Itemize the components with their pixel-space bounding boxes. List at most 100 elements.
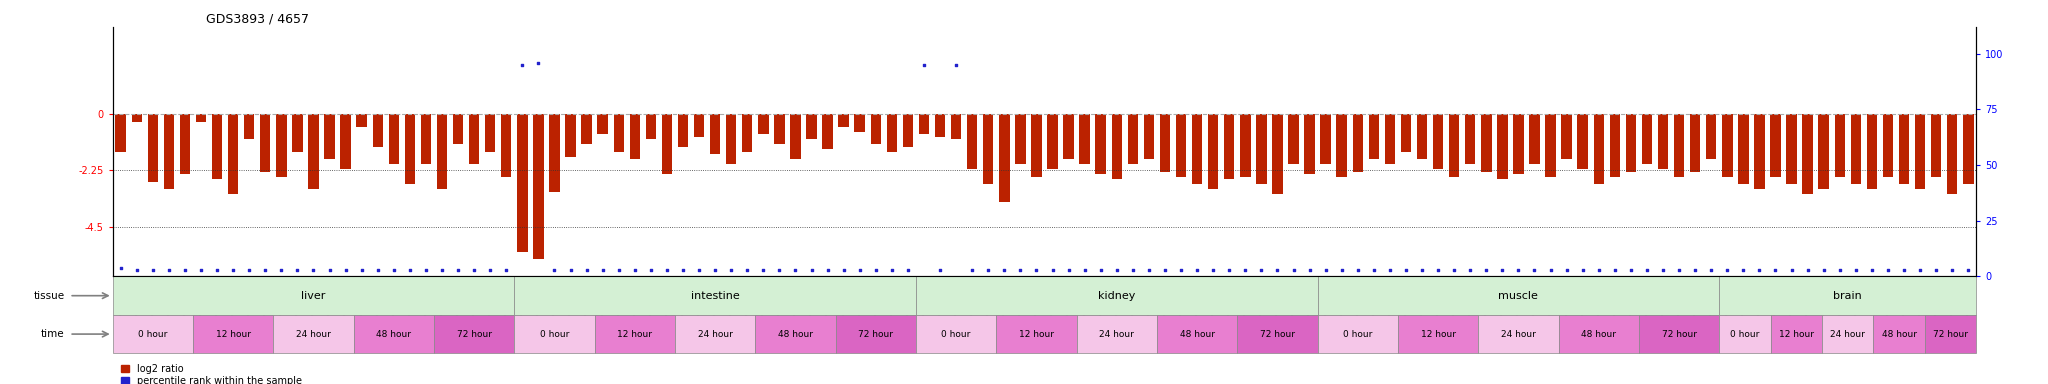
Bar bbox=[823, 114, 834, 149]
Bar bbox=[1288, 114, 1298, 164]
Bar bbox=[594, 315, 676, 353]
Bar bbox=[1802, 114, 1812, 194]
Bar bbox=[1874, 315, 1925, 353]
Point bbox=[410, 267, 442, 273]
Bar bbox=[1079, 114, 1090, 164]
Bar bbox=[774, 114, 784, 144]
Point bbox=[940, 62, 973, 68]
Point bbox=[1196, 267, 1229, 273]
Bar bbox=[678, 114, 688, 147]
Text: 0 hour: 0 hour bbox=[942, 329, 971, 339]
Bar bbox=[1128, 114, 1139, 164]
Bar bbox=[1690, 114, 1700, 172]
Bar bbox=[147, 114, 158, 182]
Point bbox=[1405, 267, 1438, 273]
Bar bbox=[614, 114, 625, 152]
Point bbox=[1133, 267, 1165, 273]
Bar bbox=[983, 114, 993, 184]
Bar bbox=[791, 114, 801, 159]
Point bbox=[1292, 267, 1325, 273]
Bar bbox=[758, 114, 768, 134]
Bar bbox=[1159, 114, 1169, 172]
Bar bbox=[1610, 114, 1620, 177]
Point bbox=[1470, 267, 1503, 273]
Bar bbox=[1317, 315, 1399, 353]
Bar bbox=[995, 315, 1077, 353]
Point bbox=[1182, 267, 1214, 273]
Bar bbox=[598, 114, 608, 134]
Bar bbox=[1399, 315, 1479, 353]
Bar bbox=[1948, 114, 1958, 194]
Point bbox=[152, 267, 184, 273]
Point bbox=[1212, 267, 1245, 273]
Point bbox=[651, 267, 684, 273]
Point bbox=[360, 267, 393, 273]
Bar bbox=[565, 114, 575, 157]
Bar bbox=[1718, 315, 1772, 353]
Point bbox=[844, 267, 877, 273]
Bar bbox=[934, 114, 946, 137]
Bar bbox=[807, 114, 817, 139]
Point bbox=[1743, 267, 1776, 273]
Point bbox=[1679, 267, 1712, 273]
Text: 24 hour: 24 hour bbox=[1100, 329, 1135, 339]
Bar bbox=[516, 114, 528, 252]
Point bbox=[764, 267, 797, 273]
Text: 24 hour: 24 hour bbox=[1831, 329, 1866, 339]
Bar bbox=[354, 315, 434, 353]
Bar bbox=[1317, 276, 1718, 315]
Bar bbox=[1722, 114, 1733, 177]
Point bbox=[1053, 267, 1085, 273]
Point bbox=[778, 267, 811, 273]
Point bbox=[1374, 267, 1407, 273]
Bar bbox=[1769, 114, 1780, 177]
Point bbox=[973, 267, 1006, 273]
Bar bbox=[485, 114, 496, 152]
Point bbox=[1518, 267, 1550, 273]
Bar bbox=[950, 114, 961, 139]
Point bbox=[1454, 267, 1487, 273]
Text: 48 hour: 48 hour bbox=[778, 329, 813, 339]
Bar bbox=[1448, 114, 1460, 177]
Text: intestine: intestine bbox=[690, 291, 739, 301]
Point bbox=[666, 267, 698, 273]
Text: 48 hour: 48 hour bbox=[1581, 329, 1616, 339]
Point bbox=[506, 62, 539, 68]
Bar bbox=[887, 114, 897, 152]
Bar bbox=[532, 114, 543, 259]
Bar bbox=[469, 114, 479, 164]
Bar bbox=[1823, 315, 1874, 353]
Point bbox=[891, 267, 924, 273]
Bar bbox=[836, 315, 915, 353]
Bar bbox=[1479, 315, 1559, 353]
Bar bbox=[999, 114, 1010, 202]
Bar bbox=[420, 114, 432, 164]
Bar bbox=[838, 114, 848, 127]
Bar bbox=[1593, 114, 1604, 184]
Point bbox=[1100, 267, 1133, 273]
Text: muscle: muscle bbox=[1499, 291, 1538, 301]
Point bbox=[1487, 267, 1520, 273]
Bar bbox=[1368, 114, 1378, 159]
Point bbox=[522, 60, 555, 66]
Bar bbox=[244, 114, 254, 139]
Bar bbox=[915, 315, 995, 353]
Point bbox=[1597, 267, 1630, 273]
Bar bbox=[272, 315, 354, 353]
Point bbox=[1116, 267, 1149, 273]
Point bbox=[1839, 267, 1872, 273]
Point bbox=[1229, 267, 1262, 273]
Point bbox=[201, 267, 233, 273]
Bar bbox=[915, 276, 1317, 315]
Point bbox=[1069, 267, 1102, 273]
Bar bbox=[694, 114, 705, 137]
Point bbox=[698, 267, 731, 273]
Point bbox=[555, 267, 588, 273]
Bar bbox=[1882, 114, 1892, 177]
Bar bbox=[260, 114, 270, 172]
Bar bbox=[514, 315, 594, 353]
Bar bbox=[1225, 114, 1235, 179]
Text: 0 hour: 0 hour bbox=[541, 329, 569, 339]
Text: liver: liver bbox=[301, 291, 326, 301]
Point bbox=[682, 267, 715, 273]
